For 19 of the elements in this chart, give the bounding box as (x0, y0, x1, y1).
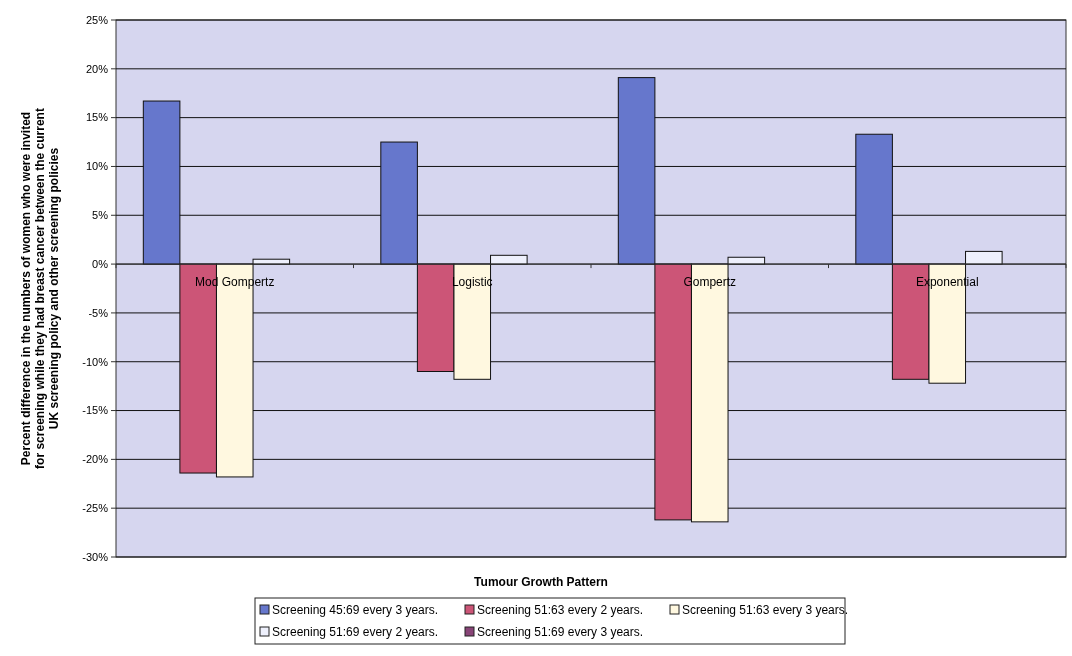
legend-label: Screening 45:69 every 3 years. (272, 603, 439, 617)
y-tick-label: -20% (82, 453, 109, 466)
legend-label: Screening 51:69 every 2 years. (272, 625, 439, 639)
y-tick-label: 25% (85, 13, 109, 26)
y-tick-label: -5% (88, 306, 109, 319)
y-axis-title: Percent difference in the numbers of women who were invited for screening while they had breast cancer between the current UK screening policy and other screening policies (19, 108, 61, 469)
y-tick-label: 0% (92, 257, 109, 270)
y-tick-label: -25% (82, 502, 109, 515)
legend-label: Screening 51:63 every 3 years. (682, 603, 849, 617)
y-tick-label: -30% (82, 550, 109, 563)
x-axis-title: Tumour Growth Pattern (474, 575, 608, 589)
y-tick-label: 20% (85, 62, 109, 75)
legend-label: Screening 51:63 every 2 years. (477, 603, 644, 617)
y-tick-label: 5% (92, 209, 109, 222)
y-tick-label: -10% (82, 355, 109, 368)
legend-label: Screening 51:69 every 3 years. (477, 625, 644, 639)
y-tick-label: 10% (85, 160, 109, 173)
y-tick-label: -15% (82, 404, 109, 417)
y-tick-label: 15% (85, 111, 109, 124)
